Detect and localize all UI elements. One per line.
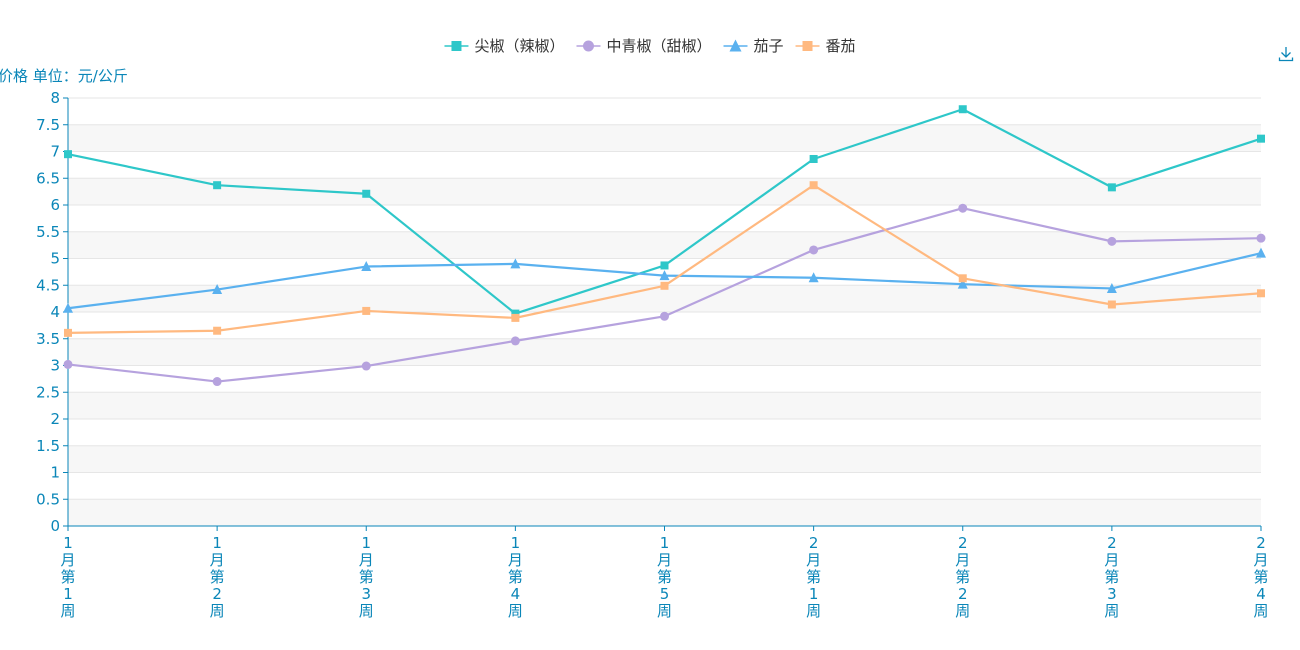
legend-marker[interactable] [729,39,742,52]
y-tick-label: 5.5 [36,223,60,241]
y-tick-label: 2.5 [36,383,60,401]
data-point[interactable] [659,270,670,281]
data-point[interactable] [958,203,968,213]
data-point[interactable] [213,181,222,190]
data-point[interactable] [1256,233,1266,243]
data-point[interactable] [958,274,967,283]
x-tick-label: 1 月第 5 周 [657,534,672,620]
y-tick-label: 1 [50,464,60,482]
data-point[interactable] [213,326,222,335]
x-tick-label: 2 月第 3 周 [1104,534,1119,620]
x-tick-label: 2 月第 2 周 [955,534,970,620]
data-point[interactable] [361,261,372,272]
x-tick-label: 2 月第 1 周 [806,534,821,620]
y-tick-label: 7.5 [36,116,60,134]
legend-label: 中青椒（甜椒） [606,37,711,55]
data-point[interactable] [212,284,223,295]
data-point[interactable] [957,278,968,289]
y-tick-label: 7 [50,143,60,161]
y-tick-label: 2 [50,410,60,428]
grid-band [68,445,1261,473]
data-point[interactable] [809,181,818,190]
y-tick-label: 8 [50,89,60,107]
y-tick-label: 0.5 [36,490,60,508]
data-point[interactable] [63,359,73,369]
series-3 [64,181,1265,337]
series-group [63,105,1266,387]
legend-item[interactable]: 中青椒（甜椒） [576,37,712,55]
data-point[interactable] [809,154,818,163]
x-tick-label: 2 月第 4 周 [1253,534,1268,620]
series-2 [63,247,1266,313]
data-point[interactable] [1257,289,1265,298]
data-point[interactable] [361,361,371,371]
legend-label: 尖椒（辣椒） [474,37,564,55]
data-point[interactable] [64,150,72,159]
download-icon[interactable] [1276,44,1296,64]
data-point[interactable] [1257,134,1265,143]
y-tick-label: 6.5 [36,169,60,187]
grid-bands [68,124,1261,526]
series-1 [63,203,1266,387]
x-axis-ticks: 1 月第 1 周 1 月第 2 周 1 月第 3 周 1 月第 4 周 1 月第 5 周 2 月第 1 周 2 月第 2 周 2 月第 3 周… [60,526,1269,620]
x-tick-label: 1 月第 1 周 [60,534,75,620]
data-point[interactable] [1256,247,1266,258]
legend-marker[interactable] [582,40,594,52]
grid-band [68,178,1261,205]
x-tick-label: 1 月第 2 周 [210,534,225,620]
y-tick-label: 5 [50,250,60,268]
y-tick-label: 4.5 [36,276,60,294]
legend-item[interactable]: 茄子 [723,37,784,55]
data-point[interactable] [63,302,73,313]
legend-item[interactable]: 番茄 [795,37,856,55]
legend-item[interactable]: 尖椒（辣椒） [444,37,564,55]
data-point[interactable] [808,272,819,283]
legend-marker[interactable] [802,41,813,51]
data-point[interactable] [1107,236,1117,246]
series-0 [64,105,1265,318]
data-point[interactable] [809,245,819,255]
data-point[interactable] [511,313,520,322]
y-tick-label: 1.5 [36,437,60,455]
data-point[interactable] [1107,183,1116,192]
legend-label: 番茄 [826,37,856,55]
grid-band [68,231,1261,259]
y-tick-label: 6 [50,196,60,214]
y-tick-label: 3.5 [36,330,60,348]
grid-band [68,124,1261,152]
data-point[interactable] [660,261,669,270]
data-point[interactable] [362,189,371,198]
data-point[interactable] [958,105,967,114]
gridlines [68,97,1261,527]
legend-marker[interactable] [451,41,462,51]
legend[interactable]: 尖椒（辣椒） 中青椒（甜椒） 茄子 番茄 [444,37,856,55]
data-point[interactable] [1107,300,1116,309]
y-axis-label: 价格 单位：元/公斤 [0,67,128,85]
y-tick-label: 3 [50,357,60,375]
data-point[interactable] [660,281,669,290]
y-axis-ticks: 0 0.5 1 1.5 2 2.5 3 3.5 4 4.5 5 5.5 6 6.5 7 7.5 8 [36,89,68,535]
grid-band [68,392,1261,419]
data-point[interactable] [1106,282,1117,293]
data-point[interactable] [510,258,521,269]
x-tick-label: 1 月第 4 周 [508,534,523,620]
data-point[interactable] [511,309,520,318]
y-tick-label: 4 [50,303,60,321]
data-point[interactable] [362,306,371,315]
y-tick-label: 0 [50,517,60,535]
data-point[interactable] [660,311,669,321]
grid-band [68,499,1261,526]
data-point[interactable] [510,336,520,346]
grid-band [68,338,1261,366]
legend-label: 茄子 [754,37,784,55]
x-tick-label: 1 月第 3 周 [359,534,374,620]
data-point[interactable] [64,328,72,337]
data-point[interactable] [212,377,222,387]
